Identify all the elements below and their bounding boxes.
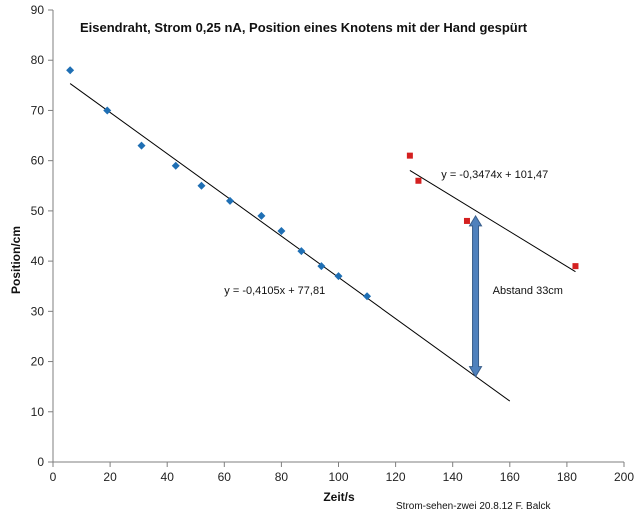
y-tick-label: 70 <box>31 103 45 117</box>
x-tick-label: 80 <box>275 470 289 484</box>
x-tick-label: 0 <box>50 470 57 484</box>
chart-title: Eisendraht, Strom 0,25 nA, Position eine… <box>80 20 528 35</box>
x-tick-label: 100 <box>328 470 348 484</box>
trendlines: y = -0,4105x + 77,81 y = -0,3474x + 101,4… <box>69 83 576 402</box>
x-tick-label: 120 <box>386 470 406 484</box>
x-tick-label: 60 <box>218 470 232 484</box>
y-tick-label: 50 <box>31 204 45 218</box>
axes: 0 10 20 30 40 50 60 70 80 90 0 20 40 60 80 100 120 140 160… <box>31 3 635 484</box>
data-point-diamond <box>197 181 206 190</box>
data-point-square <box>406 152 413 159</box>
distance-label: Abstand 33cm <box>493 285 563 297</box>
y-tick-label: 40 <box>31 254 45 268</box>
x-axis-label: Zeit/s <box>323 490 355 504</box>
data-point-diamond <box>171 161 180 170</box>
x-tick-label: 160 <box>500 470 520 484</box>
y-tick-label: 60 <box>31 154 45 168</box>
x-tick-label: 40 <box>161 470 175 484</box>
data-point-diamond <box>257 211 266 220</box>
footnote-credit: Strom-sehen-zwei 20.8.12 F. Balck <box>396 501 552 512</box>
data-markers <box>66 66 579 301</box>
x-tick-label: 180 <box>557 470 577 484</box>
trendline <box>69 83 511 402</box>
data-point-diamond <box>334 272 343 281</box>
y-tick-label: 30 <box>31 304 45 318</box>
annotations: Abstand 33cm <box>468 214 563 378</box>
y-tick-label: 20 <box>31 355 45 369</box>
trendline-equation: y = -0,3474x + 101,47 <box>441 169 548 181</box>
data-point-diamond <box>66 66 75 75</box>
trendline <box>409 170 576 273</box>
y-tick-label: 0 <box>37 455 44 469</box>
distance-arrow <box>468 214 483 378</box>
data-point-diamond <box>226 196 235 205</box>
data-point-diamond <box>363 292 372 301</box>
y-tick-label: 10 <box>31 405 45 419</box>
x-tick-label: 20 <box>103 470 117 484</box>
double-arrow-shape <box>468 214 483 378</box>
data-point-diamond <box>277 226 286 235</box>
data-point-square <box>415 177 422 184</box>
data-point-diamond <box>297 247 306 256</box>
data-point-diamond <box>103 106 112 115</box>
y-tick-label: 90 <box>31 3 45 17</box>
data-point-square <box>572 263 579 270</box>
y-tick-label: 80 <box>31 53 45 67</box>
y-axis-label: Position/cm <box>9 226 23 294</box>
data-point-diamond <box>317 262 326 271</box>
data-point-diamond <box>137 141 146 150</box>
data-point-square <box>463 217 470 224</box>
trendline-equation: y = -0,4105x + 77,81 <box>224 285 325 297</box>
x-tick-label: 140 <box>443 470 463 484</box>
x-tick-label: 200 <box>614 470 634 484</box>
